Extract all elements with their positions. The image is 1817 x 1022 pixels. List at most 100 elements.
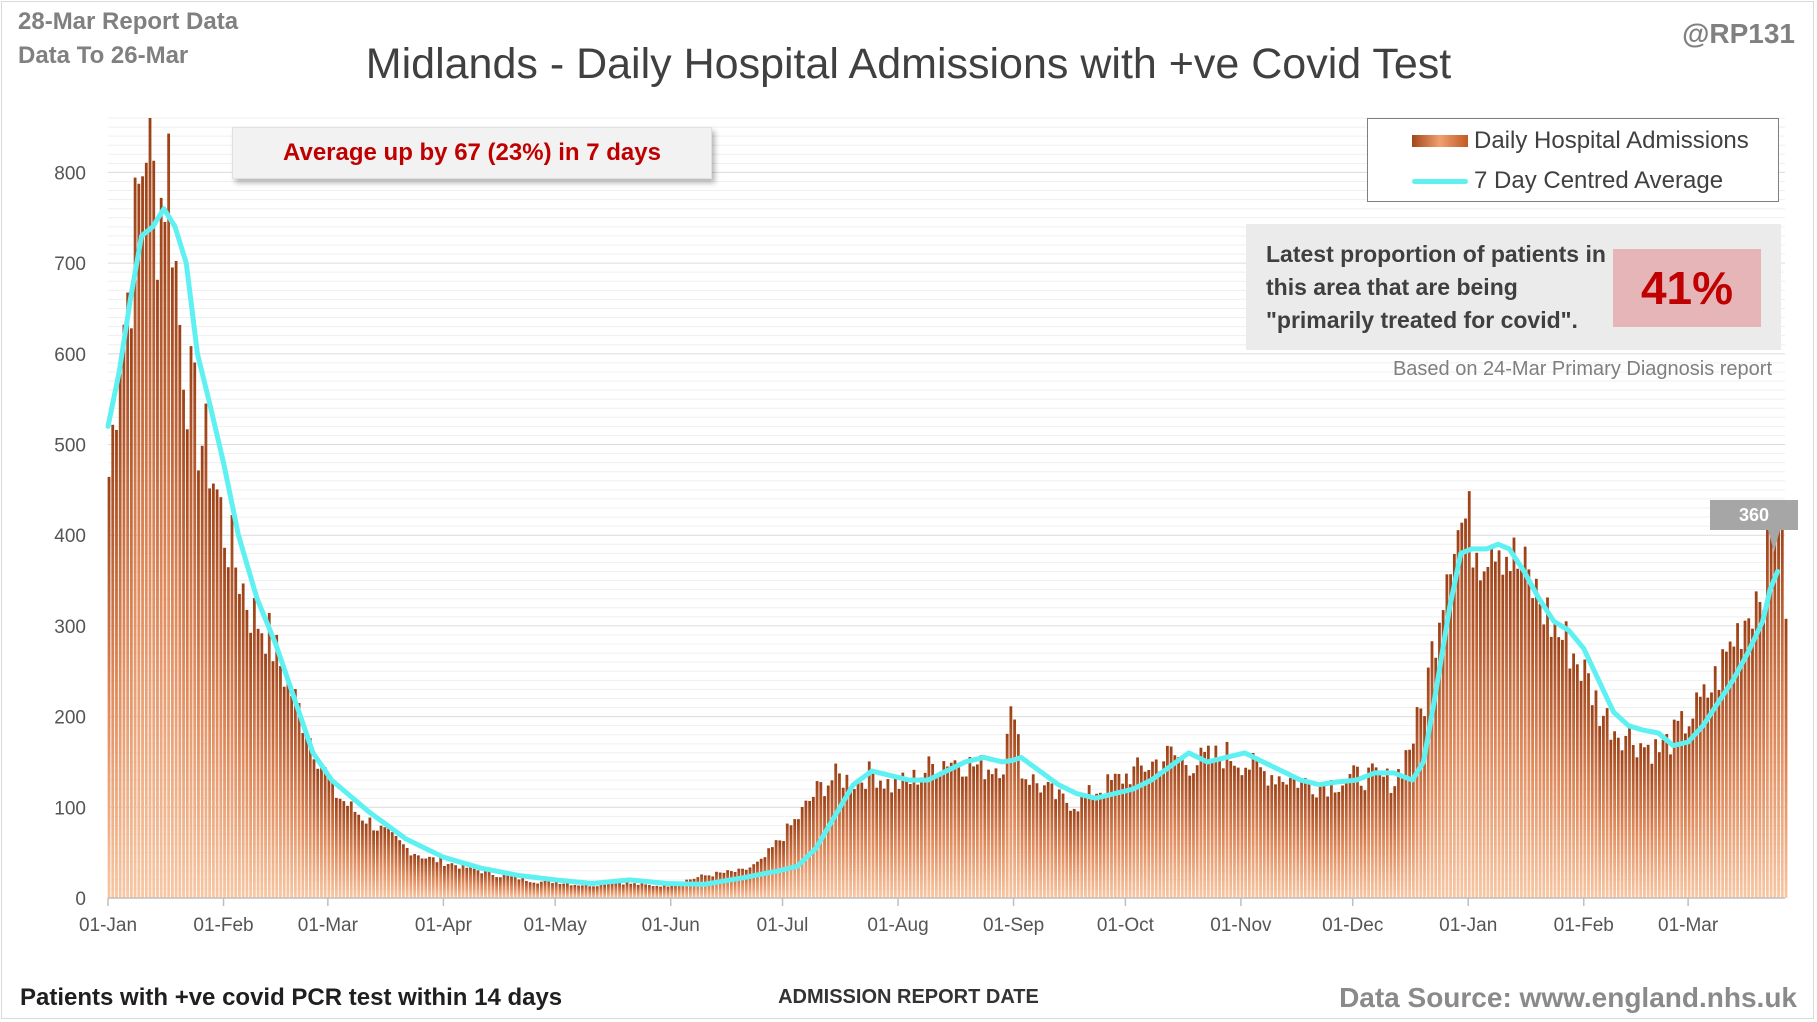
daily-admission-bar — [193, 362, 197, 898]
daily-admission-bar — [1069, 810, 1072, 898]
daily-admission-bar — [651, 886, 655, 898]
daily-admission-bar — [580, 885, 584, 898]
daily-admission-bar — [931, 764, 935, 898]
daily-admission-bar — [756, 861, 759, 898]
daily-admission-bar — [342, 801, 346, 898]
daily-admission-bar — [1117, 774, 1121, 898]
daily-admission-bar — [867, 761, 871, 898]
daily-admission-bar — [129, 328, 133, 898]
daily-admission-bar — [107, 476, 111, 898]
daily-admission-bar — [852, 789, 856, 898]
daily-admission-bar — [1706, 697, 1710, 898]
daily-admission-bar — [815, 781, 819, 898]
daily-admission-bar — [607, 882, 610, 898]
daily-admission-bar — [1024, 779, 1028, 898]
daily-admission-bar — [372, 830, 376, 898]
daily-admission-bar — [1061, 793, 1065, 898]
daily-admission-bar — [785, 823, 789, 898]
daily-admission-bar — [1695, 692, 1698, 898]
daily-admission-bar — [1609, 739, 1613, 898]
daily-admission-bar — [469, 865, 472, 898]
daily-admission-bar — [1247, 769, 1251, 898]
daily-admission-bar — [167, 133, 171, 899]
daily-admission-bar — [666, 886, 670, 898]
daily-admission-bar — [1300, 779, 1303, 898]
daily-admission-bar — [361, 820, 364, 898]
legend-label-daily: Daily Hospital Admissions — [1474, 127, 1749, 154]
daily-admission-bar — [200, 445, 204, 898]
x-tick-label: 01-Mar — [1658, 915, 1719, 936]
daily-admission-bar — [670, 885, 674, 898]
daily-admission-bar — [1501, 574, 1505, 898]
daily-admission-bar — [1728, 641, 1732, 898]
daily-admission-bar — [1475, 552, 1479, 898]
daily-admission-bar — [793, 819, 797, 898]
daily-admission-bar — [536, 883, 539, 898]
x-tick-label: 01-Aug — [867, 915, 928, 936]
daily-admission-bar — [707, 875, 711, 898]
daily-admission-bar — [457, 868, 461, 898]
daily-admission-bar — [1028, 784, 1031, 898]
daily-admission-bar — [1098, 792, 1102, 898]
daily-admission-bar — [498, 877, 502, 898]
daily-admission-bar — [1363, 790, 1367, 898]
daily-admission-bar — [1773, 541, 1777, 898]
daily-admission-bar — [1516, 568, 1520, 898]
daily-admission-bar — [987, 769, 990, 898]
daily-admission-bar — [1765, 520, 1769, 898]
y-tick-label: 0 — [75, 889, 86, 910]
daily-admission-bar — [1315, 797, 1318, 898]
daily-admission-bar — [487, 870, 491, 898]
daily-admission-bar — [439, 857, 443, 898]
daily-admission-bar — [1628, 728, 1631, 898]
daily-admission-bar — [517, 879, 521, 898]
daily-admission-bar — [1218, 757, 1221, 898]
daily-admission-bar — [1553, 621, 1557, 898]
daily-admission-bar — [797, 819, 800, 898]
daily-admission-bar — [279, 666, 282, 898]
daily-admission-bar — [908, 783, 912, 898]
daily-admission-bar — [1676, 720, 1680, 898]
daily-admission-bar — [379, 825, 383, 898]
daily-admission-bar — [1479, 580, 1482, 898]
daily-admission-bar — [1780, 517, 1784, 898]
x-tick-label: 01-Mar — [298, 915, 359, 936]
daily-admission-bar — [886, 779, 890, 898]
daily-admission-bar — [688, 879, 692, 898]
daily-admission-bar — [547, 880, 551, 898]
author-handle: @RP131 — [1682, 18, 1795, 49]
daily-admission-bar — [1251, 752, 1255, 898]
daily-admission-bar — [1113, 773, 1117, 898]
daily-admission-bar — [577, 885, 580, 898]
daily-admission-bar — [1177, 757, 1180, 898]
daily-admission-bar — [1233, 765, 1236, 898]
daily-admission-bar — [383, 827, 387, 898]
daily-admission-bar — [662, 884, 666, 898]
daily-admission-bar — [681, 882, 685, 898]
daily-admission-bar — [938, 772, 942, 898]
daily-admission-bar — [506, 875, 510, 898]
daily-admission-bar — [346, 805, 349, 898]
bar-series — [107, 118, 1788, 899]
daily-admission-bar — [1538, 604, 1542, 898]
daily-admission-bar — [1382, 776, 1385, 898]
daily-admission-bar — [1523, 546, 1527, 898]
daily-admission-bar — [1229, 761, 1233, 898]
daily-admission-bar — [1743, 620, 1747, 898]
daily-admission-bar — [729, 871, 733, 898]
daily-admission-bar — [428, 856, 431, 898]
daily-admission-bar — [1583, 659, 1587, 898]
daily-admission-bar — [1270, 775, 1274, 898]
daily-admission-bar — [126, 292, 130, 898]
daily-admission-bar — [1497, 550, 1501, 898]
daily-admission-bar — [1296, 787, 1300, 898]
daily-admission-bar — [521, 877, 525, 898]
daily-admission-bar — [1631, 744, 1635, 898]
daily-admission-bar — [1527, 569, 1531, 898]
daily-admission-bar — [625, 882, 629, 898]
daily-admission-bar — [1288, 777, 1292, 898]
daily-admission-bar — [558, 883, 562, 898]
daily-admission-bar — [387, 828, 390, 898]
daily-admission-bar — [413, 854, 417, 898]
